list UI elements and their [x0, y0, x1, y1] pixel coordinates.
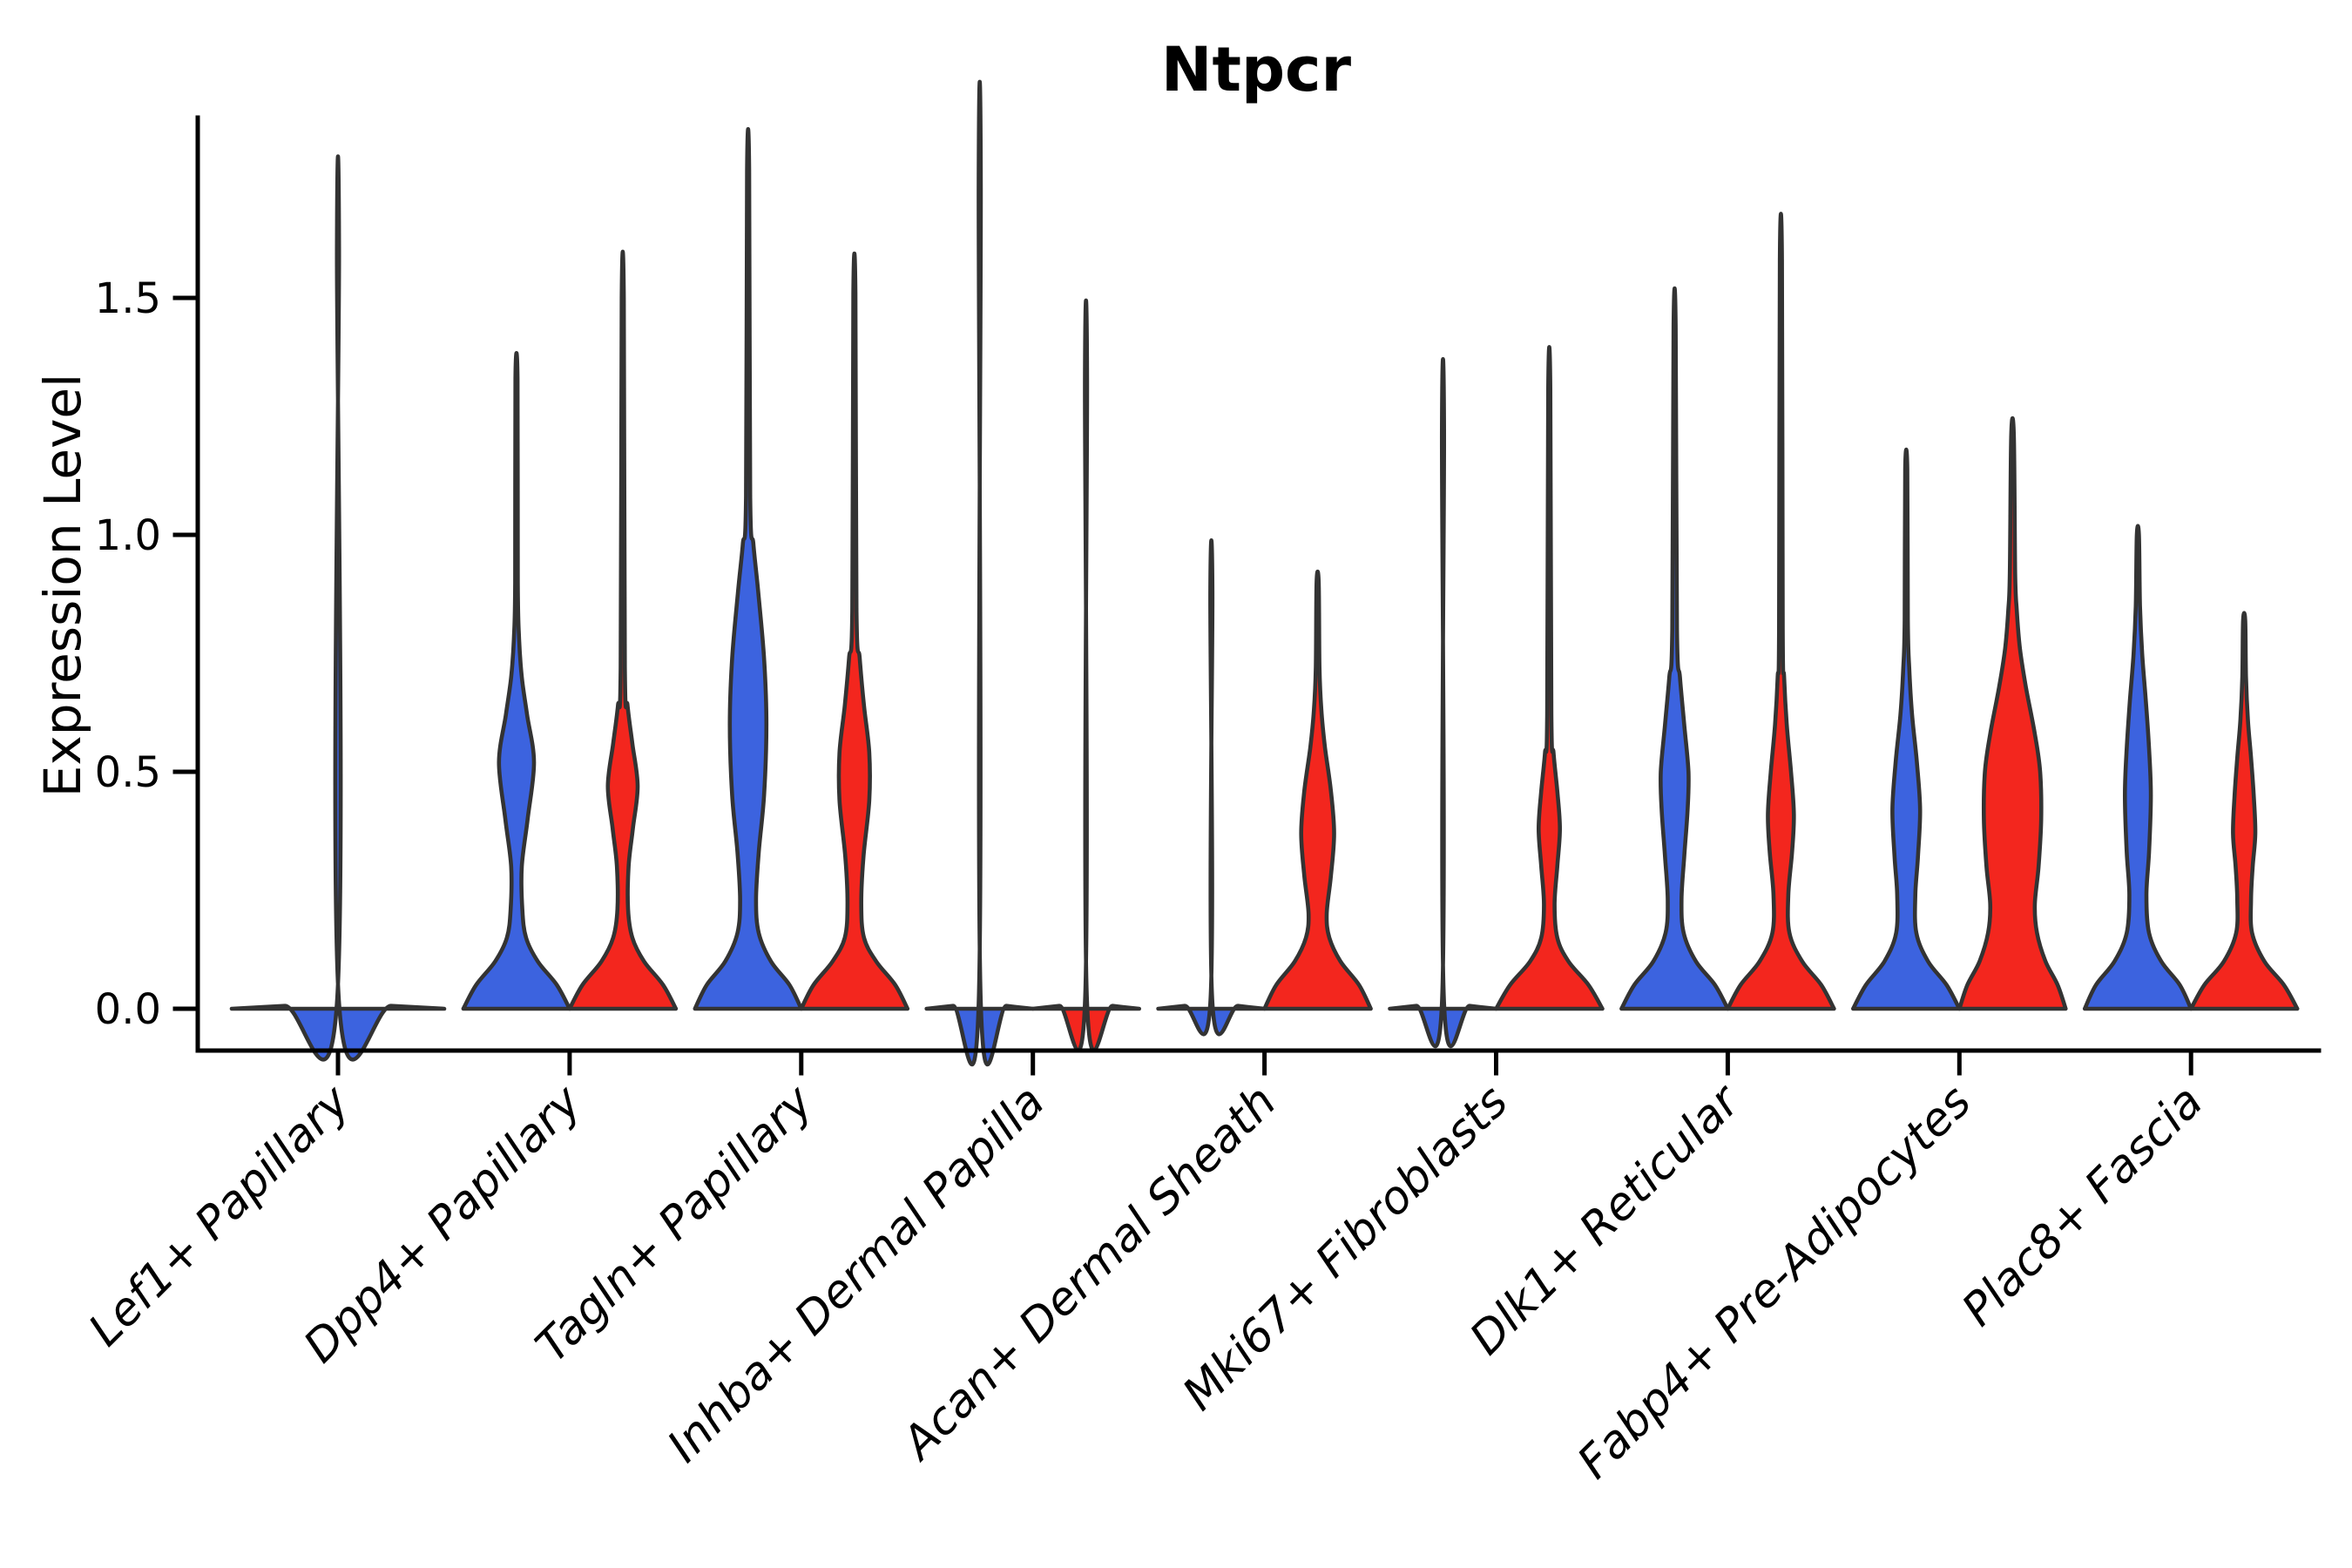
- violin-acan-blue: [1156, 538, 1267, 1037]
- violins-layer: [229, 79, 2300, 1067]
- violin-fabp4-blue: [1851, 447, 1962, 1011]
- violin-inhba-red: [1031, 298, 1141, 1052]
- violin-inhba-blue: [924, 79, 1035, 1067]
- violin-lef1-blue: [229, 154, 447, 1062]
- violin-mki67-red: [1494, 345, 1605, 1011]
- violin-dlk1-red: [1726, 212, 1836, 1011]
- violin-plac8-blue: [2082, 524, 2193, 1011]
- violin-dlk1-blue: [1619, 287, 1730, 1011]
- y-tick-label: 1.5: [95, 274, 161, 323]
- violin-dpp4-blue: [461, 351, 572, 1011]
- violin-tagln-red: [799, 251, 910, 1011]
- axes-layer: [172, 115, 2322, 1076]
- y-tick-label: 0.5: [95, 748, 161, 797]
- y-axis-label: Expression Level: [33, 374, 92, 797]
- x-tick-label: Acan+ Dermal Sheath: [891, 1076, 1287, 1471]
- y-tick-label: 1.0: [95, 511, 161, 560]
- violin-tagln-blue: [693, 126, 804, 1011]
- violin-mki67-blue: [1388, 357, 1498, 1049]
- x-tick-label: Inhba+ Dermal Papilla: [658, 1076, 1055, 1473]
- violin-dpp4-red: [567, 249, 679, 1011]
- violin-fabp4-red: [1957, 416, 2068, 1011]
- y-tick-label: 0.0: [95, 985, 161, 1034]
- violin-acan-red: [1262, 569, 1373, 1011]
- violin-plac8-red: [2188, 611, 2300, 1011]
- chart-title: Ntpcr: [1161, 34, 1352, 105]
- x-tick-label: Plac8+ Fascia: [1952, 1076, 2213, 1336]
- x-tick-label: Fabp4+ Pre-Adipocytes: [1568, 1076, 1982, 1490]
